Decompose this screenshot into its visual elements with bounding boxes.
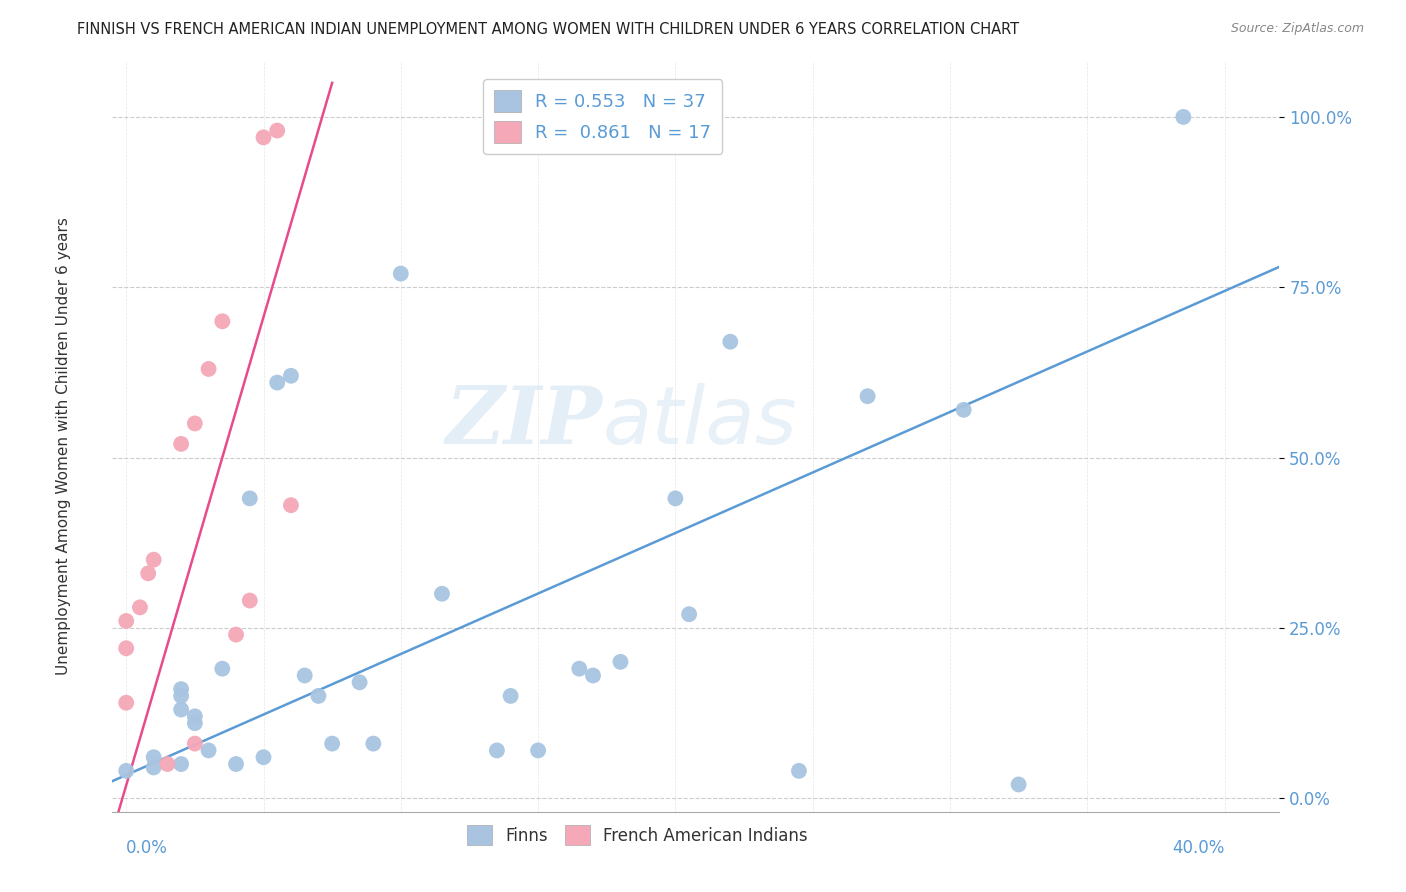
Point [170, 702, 193, 716]
Point [485, 743, 508, 757]
Point [718, 334, 741, 349]
Point [142, 750, 165, 764]
Point [115, 641, 138, 656]
Text: atlas: atlas [603, 383, 797, 461]
Point [170, 682, 193, 697]
Point [527, 743, 550, 757]
Point [115, 696, 138, 710]
Point [321, 737, 343, 751]
Text: Unemployment Among Women with Children Under 6 years: Unemployment Among Women with Children U… [56, 217, 70, 675]
Point [499, 689, 522, 703]
Point [280, 498, 302, 512]
Text: FINNISH VS FRENCH AMERICAN INDIAN UNEMPLOYMENT AMONG WOMEN WITH CHILDREN UNDER 6: FINNISH VS FRENCH AMERICAN INDIAN UNEMPL… [77, 22, 1019, 37]
Point [142, 760, 165, 774]
Point [389, 267, 412, 281]
Point [664, 491, 686, 506]
Point [280, 368, 302, 383]
Point [266, 123, 288, 137]
Point [170, 757, 193, 772]
Point [197, 362, 219, 376]
Point [184, 737, 207, 751]
Point [609, 655, 631, 669]
Point [307, 689, 329, 703]
Point [1173, 110, 1195, 124]
Point [952, 402, 974, 417]
Point [252, 750, 274, 764]
Point [184, 709, 207, 723]
Point [142, 552, 165, 566]
Point [225, 627, 247, 641]
Point [239, 491, 262, 506]
Text: 0.0%: 0.0% [127, 839, 169, 857]
Point [170, 437, 193, 451]
Point [582, 668, 605, 682]
Point [856, 389, 879, 403]
Point [568, 662, 591, 676]
Point [1007, 777, 1029, 791]
Point [787, 764, 810, 778]
Point [115, 614, 138, 628]
Point [184, 417, 207, 431]
Point [115, 764, 138, 778]
Point [349, 675, 371, 690]
Text: 40.0%: 40.0% [1173, 839, 1225, 857]
Point [430, 587, 453, 601]
Point [252, 130, 274, 145]
Point [197, 743, 219, 757]
Text: ZIP: ZIP [446, 384, 603, 461]
Legend: Finns, French American Indians: Finns, French American Indians [461, 819, 814, 852]
Point [266, 376, 288, 390]
Point [211, 314, 233, 328]
Point [129, 600, 152, 615]
Point [678, 607, 700, 622]
Point [363, 737, 385, 751]
Point [156, 757, 179, 772]
Point [136, 566, 159, 581]
Point [184, 716, 207, 731]
Point [239, 593, 262, 607]
Point [294, 668, 316, 682]
Point [211, 662, 233, 676]
Point [170, 689, 193, 703]
Point [225, 757, 247, 772]
Text: Source: ZipAtlas.com: Source: ZipAtlas.com [1230, 22, 1364, 36]
